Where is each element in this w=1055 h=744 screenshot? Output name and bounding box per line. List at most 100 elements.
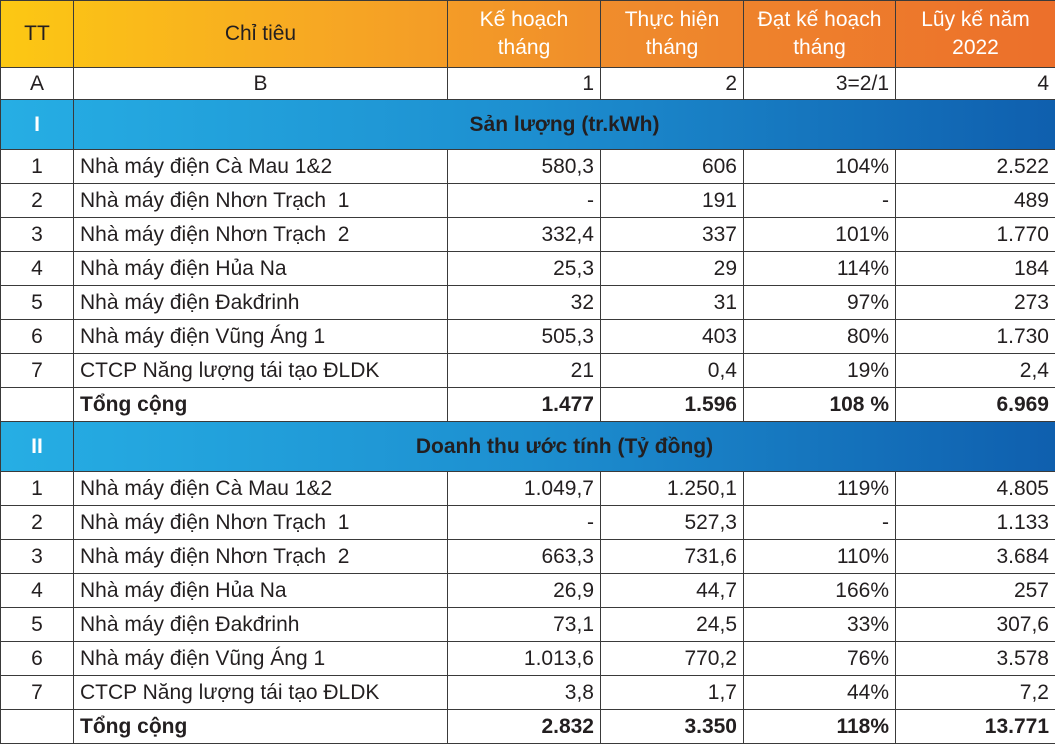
header-cell: TT (1, 1, 74, 68)
cell: CTCP Năng lượng tái tạo ĐLDK (74, 676, 448, 710)
header-cell: Thực hiện tháng (601, 1, 744, 68)
cell: 2,4 (896, 354, 1055, 388)
cell: 4 (1, 574, 74, 608)
cell: Nhà máy điện Hủa Na (74, 252, 448, 286)
cell: 6 (1, 320, 74, 354)
cell: 33% (744, 608, 896, 642)
total-cell: 1.477 (448, 388, 601, 422)
cell: 97% (744, 286, 896, 320)
cell: 29 (601, 252, 744, 286)
cell: 273 (896, 286, 1055, 320)
cell: 527,3 (601, 506, 744, 540)
cell: Nhà máy điện Vũng Áng 1 (74, 320, 448, 354)
total-cell: 1.596 (601, 388, 744, 422)
index-cell: 4 (896, 68, 1055, 100)
total-cell: Tổng cộng (74, 388, 448, 422)
cell: Nhà máy điện Nhơn Trạch 2 (74, 540, 448, 574)
cell: 3.684 (896, 540, 1055, 574)
cell (1, 710, 74, 744)
cell: 505,3 (448, 320, 601, 354)
cell: 1.133 (896, 506, 1055, 540)
cell: 1.770 (896, 218, 1055, 252)
total-cell: 6.969 (896, 388, 1055, 422)
header-cell: Lũy kế năm 2022 (896, 1, 1055, 68)
cell: 5 (1, 286, 74, 320)
total-cell: Tổng cộng (74, 710, 448, 744)
cell: 119% (744, 472, 896, 506)
cell: 1.730 (896, 320, 1055, 354)
total-cell: 2.832 (448, 710, 601, 744)
cell: 4 (1, 252, 74, 286)
cell: 1 (1, 472, 74, 506)
section-title: Sản lượng (tr.kWh) (74, 100, 1055, 150)
total-cell: 13.771 (896, 710, 1055, 744)
cell: 26,9 (448, 574, 601, 608)
cell: 5 (1, 608, 74, 642)
cell: 3 (1, 540, 74, 574)
cell: 1 (1, 150, 74, 184)
cell: Nhà máy điện Cà Mau 1&2 (74, 472, 448, 506)
cell: 2.522 (896, 150, 1055, 184)
cell: 0,4 (601, 354, 744, 388)
cell: - (448, 506, 601, 540)
cell: 332,4 (448, 218, 601, 252)
cell: Nhà máy điện Đakđrinh (74, 286, 448, 320)
total-cell: 118% (744, 710, 896, 744)
index-cell: A (1, 68, 74, 100)
cell: 21 (448, 354, 601, 388)
cell: 731,6 (601, 540, 744, 574)
cell: 7 (1, 354, 74, 388)
section-title: Doanh thu ước tính (Tỷ đồng) (74, 422, 1055, 472)
cell: 2 (1, 184, 74, 218)
index-cell: 2 (601, 68, 744, 100)
cell: 7,2 (896, 676, 1055, 710)
total-cell: 108 % (744, 388, 896, 422)
cell: Nhà máy điện Cà Mau 1&2 (74, 150, 448, 184)
cell: 580,3 (448, 150, 601, 184)
cell: 7 (1, 676, 74, 710)
cell: 80% (744, 320, 896, 354)
cell: 489 (896, 184, 1055, 218)
cell: 1,7 (601, 676, 744, 710)
cell: - (744, 506, 896, 540)
header-cell: Kế hoạch tháng (448, 1, 601, 68)
cell: 770,2 (601, 642, 744, 676)
index-cell: B (74, 68, 448, 100)
cell: - (448, 184, 601, 218)
index-cell: 1 (448, 68, 601, 100)
cell: 44,7 (601, 574, 744, 608)
cell: 307,6 (896, 608, 1055, 642)
cell: - (744, 184, 896, 218)
cell: 3,8 (448, 676, 601, 710)
cell: 3 (1, 218, 74, 252)
cell: 191 (601, 184, 744, 218)
cell: 101% (744, 218, 896, 252)
cell: Nhà máy điện Vũng Áng 1 (74, 642, 448, 676)
cell: 114% (744, 252, 896, 286)
section-number: II (1, 422, 74, 472)
cell: Nhà máy điện Nhơn Trạch 2 (74, 218, 448, 252)
header-cell: Chỉ tiêu (74, 1, 448, 68)
cell: 31 (601, 286, 744, 320)
cell: 184 (896, 252, 1055, 286)
cell: 663,3 (448, 540, 601, 574)
cell: 1.049,7 (448, 472, 601, 506)
